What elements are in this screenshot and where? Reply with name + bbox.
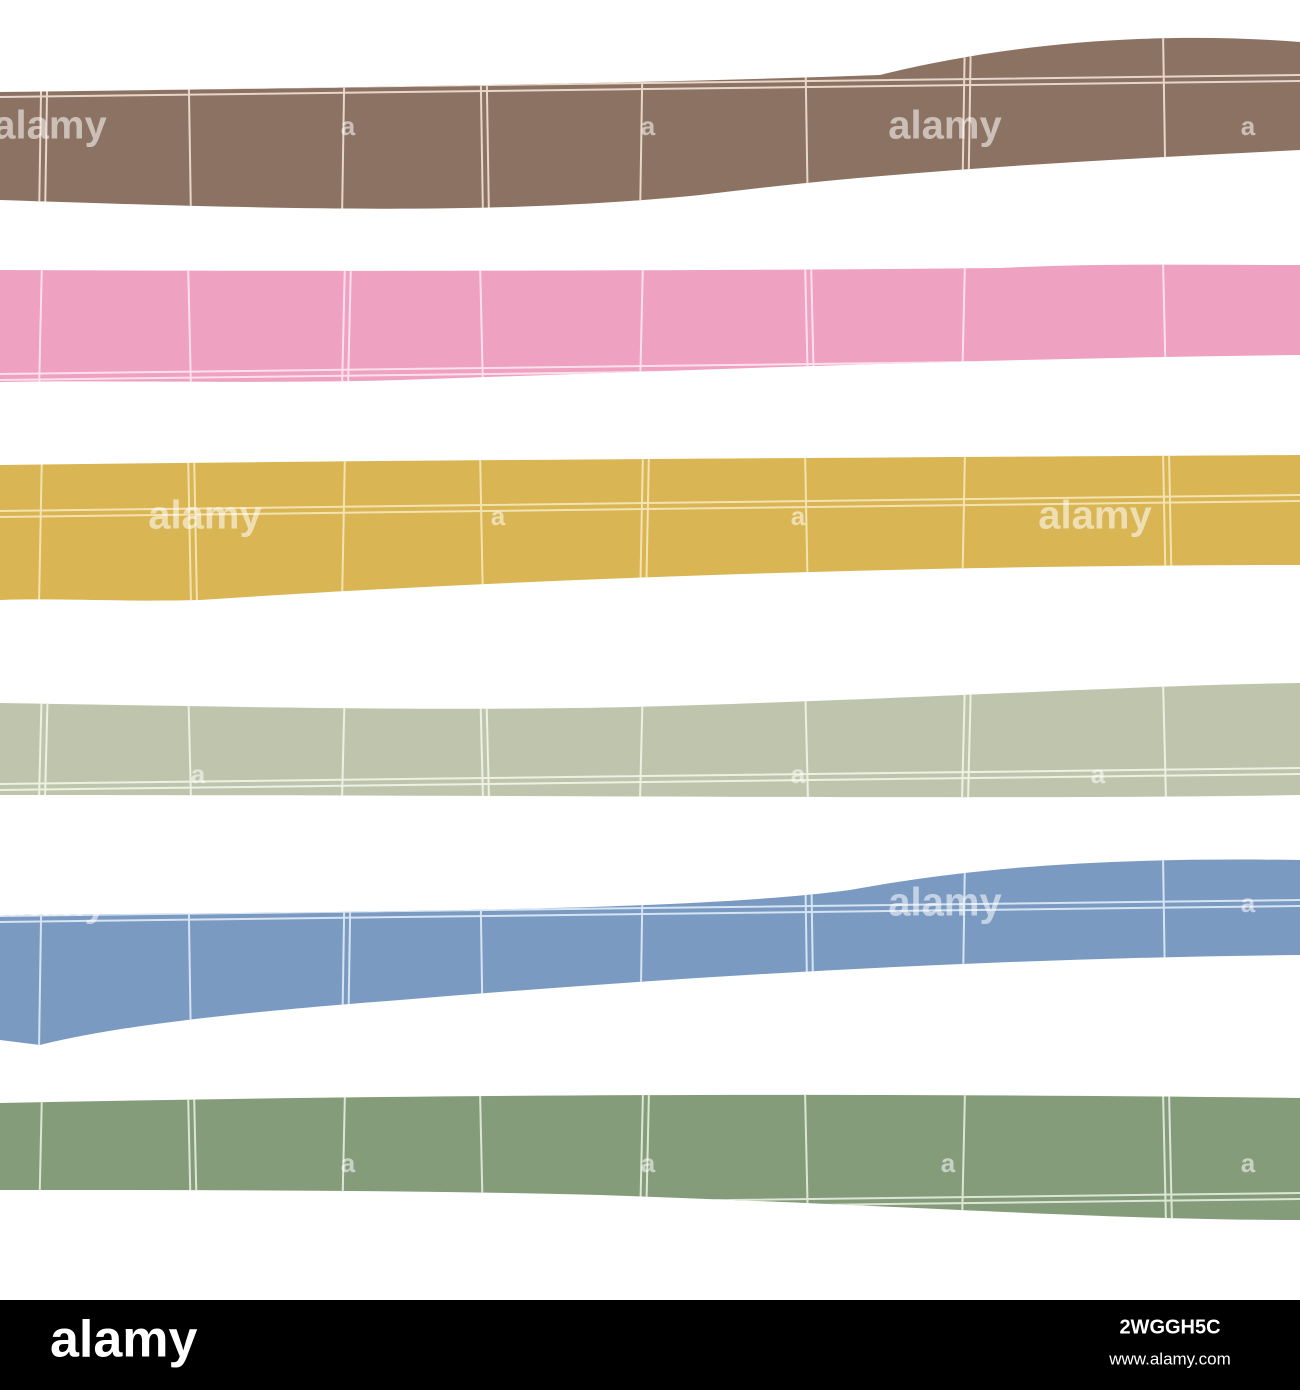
footer-url: www.alamy.com	[1108, 1349, 1231, 1368]
plaid-line	[0, 500, 1300, 518]
watermark: alamy	[0, 881, 107, 925]
watermark: a	[191, 759, 206, 789]
watermark: a	[341, 111, 356, 141]
watermarks: alamy a a alamy a alamy a a alamy a a a …	[0, 104, 1256, 1178]
plaid-line	[38, 264, 43, 382]
background	[0, 0, 1300, 1300]
plaid-line	[1168, 1094, 1173, 1220]
watermark: a	[941, 1148, 956, 1178]
watermark: a	[1091, 759, 1106, 789]
watermark: a	[641, 111, 656, 141]
plaid-line	[187, 264, 192, 382]
plaid-line	[187, 455, 192, 601]
image-id: 2WGGH5C	[1119, 1316, 1220, 1338]
watermark: a	[1241, 1148, 1256, 1178]
plaid-line	[967, 683, 972, 798]
plaid-line	[0, 767, 1300, 785]
watermark: a	[791, 501, 806, 531]
watermark: a	[341, 1148, 356, 1178]
watermark: a	[791, 759, 806, 789]
watermark: alamy	[888, 881, 1002, 925]
plaid-line	[193, 455, 198, 601]
plaid-line	[0, 494, 1300, 512]
watermark: alamy	[148, 494, 262, 538]
plaid-line	[0, 80, 1300, 98]
plaid-line	[1162, 1094, 1167, 1220]
watermark: a	[491, 501, 506, 531]
plaid-line	[0, 905, 1300, 923]
plaid-line	[38, 455, 43, 601]
plaid-line	[479, 455, 484, 601]
footer-logo: alamy	[50, 1311, 198, 1369]
watermark: alamy	[0, 104, 107, 148]
watermark: a	[1241, 111, 1256, 141]
watermark: a	[1241, 888, 1256, 918]
plaid-line	[341, 264, 346, 382]
plaid-line	[1162, 683, 1167, 798]
watermark: a	[641, 1148, 656, 1178]
watermark: alamy	[888, 104, 1002, 148]
plaid-line	[347, 264, 352, 382]
plaid-line	[0, 773, 1300, 791]
plaid-line	[804, 1094, 809, 1220]
plaid-line	[961, 683, 966, 798]
footer-bar	[0, 1300, 1300, 1390]
plaid-line	[639, 264, 644, 382]
watermark: alamy	[1038, 494, 1152, 538]
plaid-line	[341, 455, 346, 601]
